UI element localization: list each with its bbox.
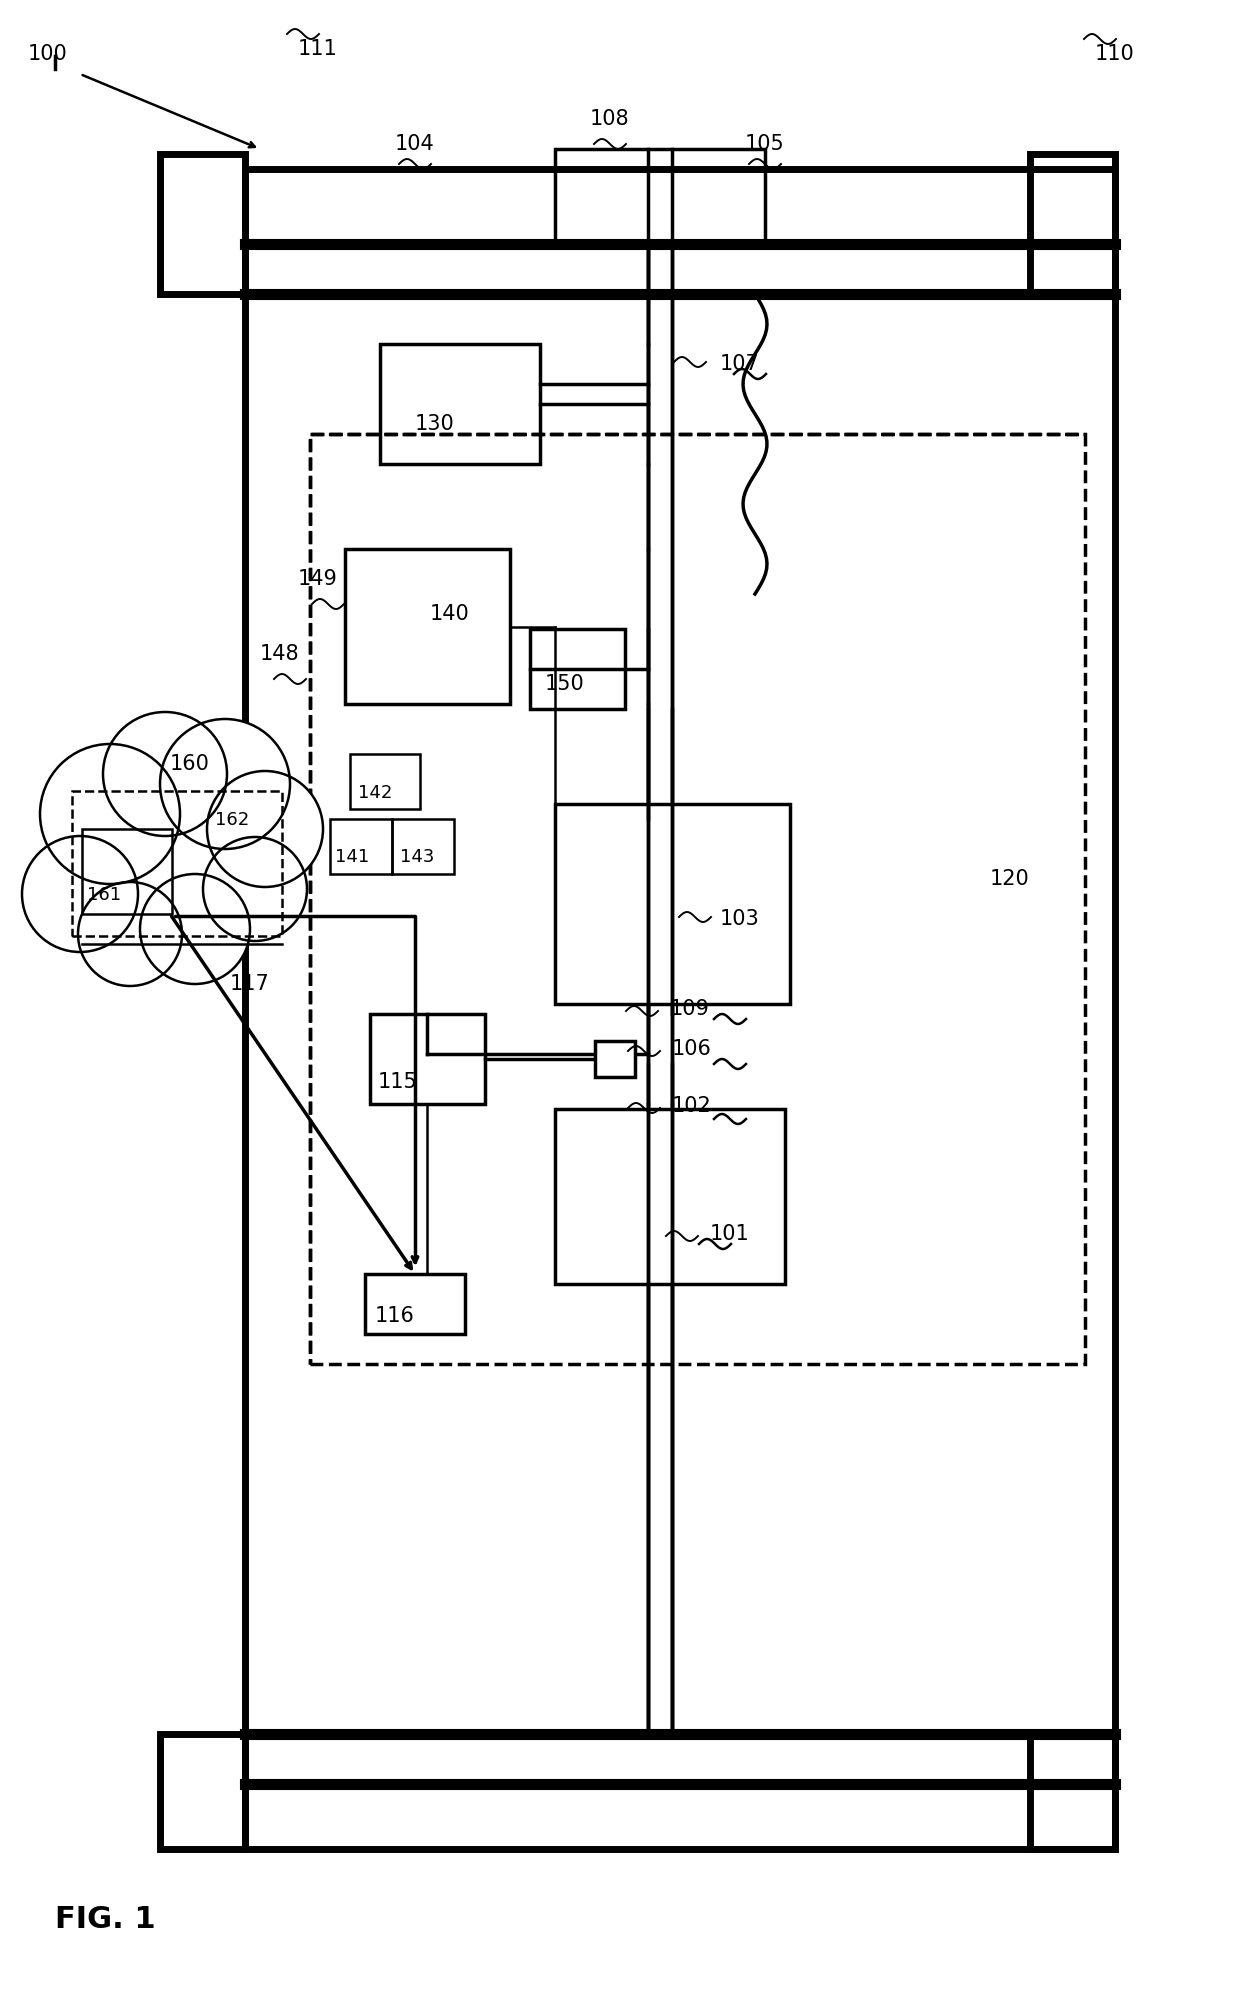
Text: FIG. 1: FIG. 1 [55,1906,156,1934]
Circle shape [78,882,182,986]
Text: 150: 150 [546,673,585,693]
Text: 109: 109 [670,1000,709,1018]
Text: 130: 130 [415,415,455,435]
Circle shape [22,836,138,952]
Text: 101: 101 [711,1224,750,1244]
Text: 107: 107 [720,355,760,375]
Text: 102: 102 [672,1096,712,1116]
Text: 148: 148 [260,643,300,663]
Text: 142: 142 [358,784,392,802]
Text: 116: 116 [374,1307,415,1327]
Text: 110: 110 [1095,44,1135,64]
FancyBboxPatch shape [595,1040,635,1076]
Text: 160: 160 [170,754,210,774]
Text: 140: 140 [430,603,470,623]
Circle shape [160,719,290,850]
FancyBboxPatch shape [81,790,290,944]
Circle shape [103,711,227,836]
Text: 161: 161 [87,886,122,904]
Text: 106: 106 [672,1038,712,1058]
Circle shape [203,838,308,942]
Text: 162: 162 [215,812,249,830]
Text: 141: 141 [335,848,370,866]
Text: 100: 100 [29,44,68,64]
Text: 117: 117 [229,974,270,994]
Circle shape [207,772,322,888]
Text: 115: 115 [378,1072,418,1092]
Circle shape [140,874,250,984]
Text: 105: 105 [745,134,785,154]
Circle shape [40,743,180,884]
Text: 149: 149 [298,569,337,589]
Text: 120: 120 [990,870,1029,890]
Text: 103: 103 [720,910,760,930]
Text: 111: 111 [298,38,337,58]
Text: 104: 104 [396,134,435,154]
Text: 143: 143 [401,848,434,866]
Text: 108: 108 [590,108,630,128]
